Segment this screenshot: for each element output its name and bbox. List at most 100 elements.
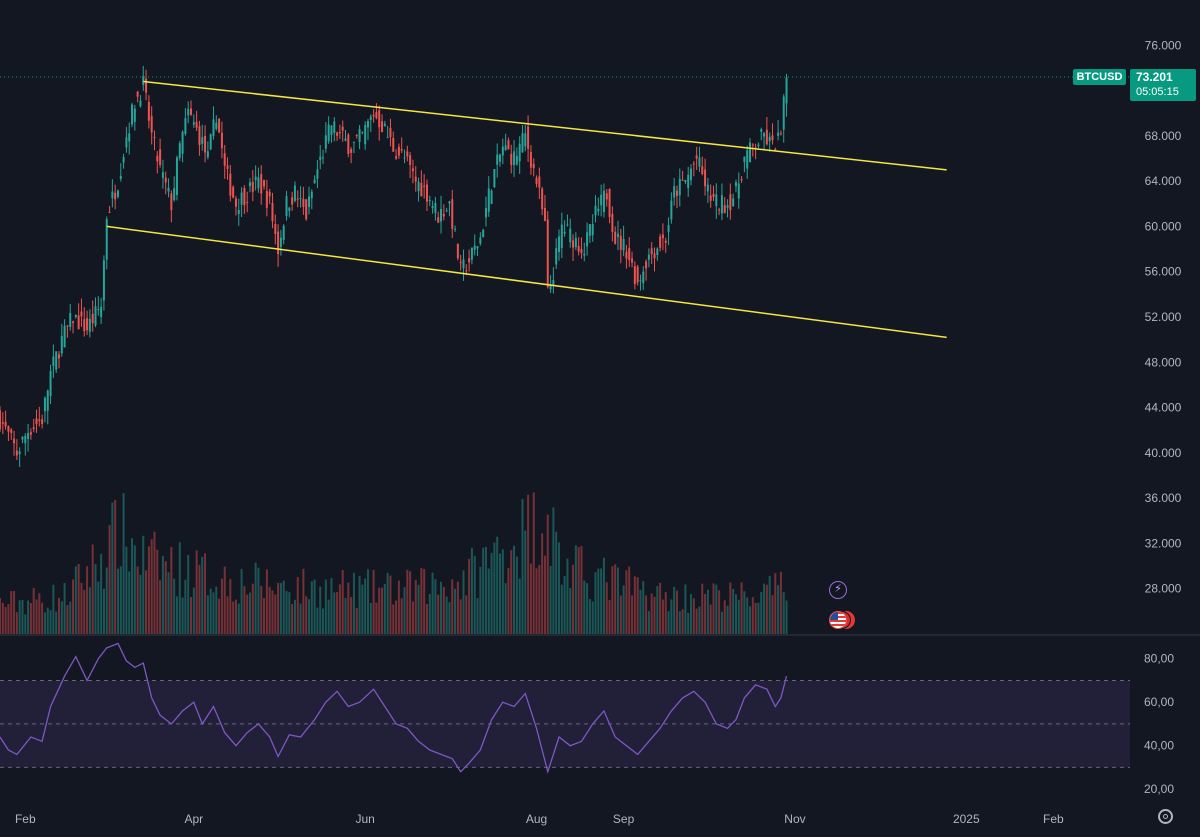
volume-bar xyxy=(378,587,381,634)
candle xyxy=(499,154,502,162)
volume-bar xyxy=(24,614,27,634)
volume-bar xyxy=(128,571,131,634)
candle xyxy=(83,319,86,332)
candle xyxy=(344,138,347,141)
volume-bar xyxy=(111,502,114,634)
candle xyxy=(389,127,392,138)
volume-bar xyxy=(302,568,305,634)
candle xyxy=(470,247,473,260)
us-flag-icon[interactable] xyxy=(829,610,859,630)
volume-bar xyxy=(459,599,462,634)
volume-bar xyxy=(574,545,577,634)
candle xyxy=(274,224,277,234)
candle xyxy=(580,248,583,254)
candle xyxy=(102,260,105,301)
volume-bar xyxy=(358,575,361,634)
candle xyxy=(476,246,479,249)
candle xyxy=(518,143,521,162)
volume-bar xyxy=(720,611,723,634)
volume-bar xyxy=(431,572,434,634)
candle xyxy=(631,258,634,263)
volume-bar xyxy=(381,587,384,634)
volume-bar xyxy=(215,586,218,634)
volume-bar xyxy=(372,569,375,634)
candle xyxy=(108,211,111,213)
candle xyxy=(698,157,701,167)
candle xyxy=(206,151,209,158)
candle xyxy=(288,207,291,211)
candle xyxy=(147,101,150,121)
candle xyxy=(279,237,282,248)
volume-bar xyxy=(440,581,443,634)
candle xyxy=(369,116,372,121)
candle xyxy=(574,237,577,248)
lightning-icon[interactable]: ⚡ xyxy=(829,581,847,599)
time-tick-label: Aug xyxy=(526,812,547,826)
volume-bar xyxy=(226,596,229,634)
price-tick-label: 56.000 xyxy=(1145,265,1182,279)
candle xyxy=(187,108,190,116)
volume-bar xyxy=(414,579,417,634)
last-price-label: 73.201 xyxy=(1136,70,1173,84)
volume-bar xyxy=(55,611,58,634)
volume-bar xyxy=(602,557,605,634)
candle xyxy=(156,155,159,162)
volume-bar xyxy=(361,584,364,634)
volume-bar xyxy=(153,531,156,634)
candle xyxy=(291,197,294,205)
volume-bar xyxy=(622,585,625,634)
volume-bar xyxy=(389,575,392,634)
candle xyxy=(586,232,589,247)
candle xyxy=(18,451,21,455)
last-price-badge: 73.201 05:05:15 xyxy=(1130,69,1196,101)
candle xyxy=(263,180,266,187)
volume-bar xyxy=(181,597,184,634)
candle xyxy=(673,186,676,198)
candle xyxy=(352,141,355,143)
volume-bar xyxy=(133,545,136,634)
candle xyxy=(86,318,89,331)
volume-bar xyxy=(49,610,52,634)
volume-bar xyxy=(782,592,785,634)
candle xyxy=(636,266,639,283)
volume-bar xyxy=(29,602,32,634)
volume-bar xyxy=(633,576,636,634)
candle xyxy=(611,214,614,232)
volume-bar xyxy=(535,568,538,634)
candle xyxy=(504,145,507,151)
candle xyxy=(153,137,156,139)
candle xyxy=(448,201,451,204)
volume-bar xyxy=(316,607,319,634)
candle xyxy=(614,231,617,244)
volume-bar xyxy=(521,498,524,634)
candle xyxy=(437,217,440,223)
rsi-tick-label: 60,00 xyxy=(1144,695,1174,709)
candle xyxy=(119,176,122,180)
volume-bar xyxy=(392,604,395,634)
volume-bar xyxy=(330,578,333,634)
candle xyxy=(715,194,718,206)
candle xyxy=(409,155,412,165)
volume-bar xyxy=(97,581,100,634)
volume-bar xyxy=(352,572,355,634)
rsi-band xyxy=(0,680,1130,768)
gear-icon[interactable] xyxy=(1158,809,1173,824)
candle xyxy=(77,315,80,330)
volume-bar xyxy=(91,544,94,634)
candle xyxy=(55,351,58,370)
candle xyxy=(720,195,723,214)
candle xyxy=(0,410,1,430)
candle xyxy=(277,231,280,255)
volume-bar xyxy=(552,507,555,634)
candle xyxy=(361,131,364,133)
volume-bar xyxy=(698,606,701,634)
volume-bar xyxy=(254,562,257,634)
candle xyxy=(159,149,162,165)
candle xyxy=(355,135,358,137)
candle xyxy=(507,140,510,150)
volume-bar xyxy=(625,570,628,634)
volume-bar xyxy=(749,606,752,634)
candle xyxy=(21,436,24,440)
candle xyxy=(428,199,431,202)
